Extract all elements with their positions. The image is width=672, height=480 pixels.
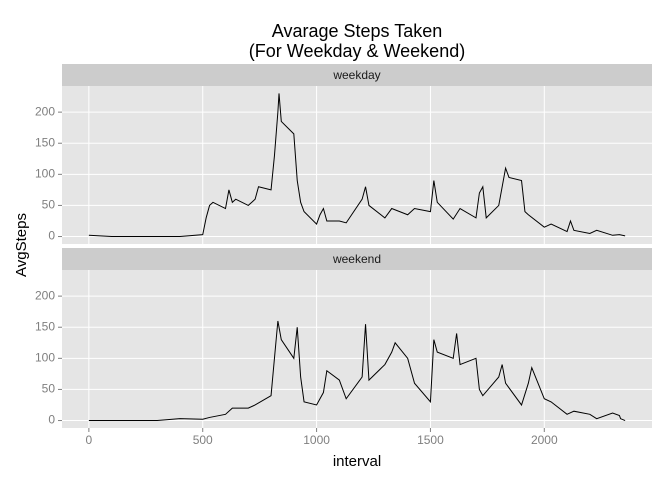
x-axis-title: interval (333, 453, 381, 470)
y-tick-label: 100 (35, 351, 55, 365)
y-tick-label: 200 (35, 288, 55, 302)
panel (62, 86, 652, 244)
x-tick-label: 0 (86, 433, 93, 447)
chart-title: Avarage Steps Taken (272, 21, 442, 41)
x-tick-label: 1500 (417, 433, 444, 447)
line (88, 320, 626, 422)
y-tick-label: 50 (42, 198, 56, 212)
chart-subtitle: (For Weekday & Weekend) (249, 41, 465, 61)
y-axis-title: AvgSteps (13, 213, 30, 277)
y-tick-label: 150 (35, 319, 55, 333)
strip-label: weekend (332, 252, 381, 266)
y-tick-label: 100 (35, 167, 55, 181)
x-tick-label: 500 (193, 433, 213, 447)
panel (62, 270, 652, 428)
strip (62, 248, 652, 270)
y-tick-label: 0 (48, 413, 55, 427)
x-tick-label: 1000 (303, 433, 330, 447)
x-tick-label: 2000 (531, 433, 558, 447)
y-tick-label: 0 (48, 229, 55, 243)
y-tick-label: 200 (35, 104, 55, 118)
y-tick-label: 150 (35, 135, 55, 149)
line (88, 93, 626, 238)
strip-label: weekday (332, 68, 380, 82)
y-tick-label: 50 (42, 382, 56, 396)
strip (62, 64, 652, 86)
